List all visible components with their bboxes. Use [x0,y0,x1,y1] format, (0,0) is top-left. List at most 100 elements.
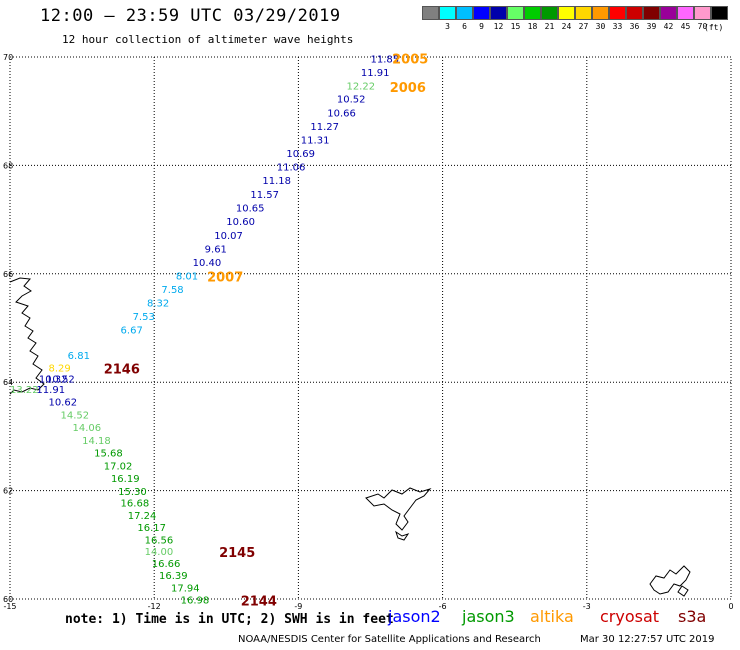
legend-tick-label: 12 [493,22,504,31]
swh-value: 11.57 [250,190,279,201]
swh-value: 11.31 [301,135,330,146]
legend-bin [422,6,439,31]
swh-value: 14.52 [60,411,89,422]
satellite-name: altika [530,607,574,626]
faroe-islands-coastline [365,487,432,531]
swh-value: 11.06 [277,162,306,173]
legend-swatch [456,6,473,20]
faroe-islet [395,530,410,541]
swh-value: 10.66 [327,108,356,119]
swh-value: 11.91 [361,68,390,79]
lat-tick-label: 68 [3,161,13,170]
credit-text: NOAA/NESDIS Center for Satellite Applica… [238,634,541,645]
legend-tick-label: 30 [595,22,606,31]
legend-bin: 30 [592,6,609,31]
swh-value: 13.22 [10,385,39,396]
legend-tick-label: 36 [629,22,640,31]
legend-bin: 21 [541,6,558,31]
swh-value: 16.68 [121,499,150,510]
swh-value: 16.17 [137,523,166,534]
legend-swatch [694,6,711,20]
swh-value: 16.56 [145,535,174,546]
legend-swatch [592,6,609,20]
swh-value: 9.61 [205,244,227,255]
legend-swatch [677,6,694,20]
swh-value: 16.39 [159,571,188,582]
swh-value: 16.98 [181,596,210,607]
swh-value: 11.91 [36,385,65,396]
lat-tick-label: 64 [3,378,13,387]
swh-value: 16.66 [152,559,181,570]
pass-number: 2146 [104,363,140,378]
legend-bin: 18 [524,6,541,31]
map-frame [9,56,732,600]
legend-tick-label: 18 [527,22,538,31]
wave-height-observations: 11.85 11.91 12.22 10.52 10.66 11.27 11.31 10.69… [10,55,399,607]
swh-value: 12.22 [346,82,375,93]
legend-tick-label: 15 [510,22,521,31]
legend-bin [711,6,728,31]
pass-number: 2005 [392,53,428,68]
legend-tick-label: 45 [680,22,691,31]
satellite-name: jason3 [462,607,515,626]
legend-tick-label: 3 [445,22,450,31]
swh-value: 10.32 [39,374,68,385]
legend-tick-label: 21 [544,22,555,31]
swh-value: 10.62 [48,398,77,409]
swh-value: 10.69 [286,149,315,160]
legend-swatch [439,6,456,20]
legend-tick-label: 70 [697,22,708,31]
swh-value: 10.60 [226,217,255,228]
legend-bin: 15 [507,6,524,31]
legend-bin: 42 [660,6,677,31]
legend-bin: 9 [473,6,490,31]
lon-tick-label: -12 [148,602,161,611]
pass-number: 2144 [241,595,277,610]
swh-value: 8.32 [147,299,169,310]
swh-value: 10.07 [214,231,243,242]
pass-labels: 2005 2006 2007 2146 2145 2144 [104,53,429,610]
swh-value: 8.29 [48,364,70,375]
legend-tick-label: 33 [612,22,623,31]
legend-swatch [490,6,507,20]
swh-value: 17.24 [128,511,157,522]
axis-labels: 70 68 66 64 62 60-15 -12 -9 -6 -3 0 [3,53,734,611]
legend-bin: 27 [575,6,592,31]
swh-value: 8.01 [176,271,198,282]
swh-value: 10.40 [193,258,222,269]
lat-tick-label: 62 [3,487,13,496]
legend-bin: 39 [643,6,660,31]
lon-tick-label: -9 [294,602,302,611]
swh-value: 17.94 [171,584,200,595]
swh-value: 10.52 [46,374,75,385]
footer-note: note: 1) Time is in UTC; 2) SWH is in fe… [65,612,394,627]
swh-value: 11.85 [371,55,400,66]
legend-tick-label: 27 [578,22,589,31]
legend-swatch [660,6,677,20]
legend-swatch [626,6,643,20]
swh-value: 15.30 [118,487,147,498]
swh-value: 7.58 [161,285,183,296]
legend-tick-label: 6 [462,22,467,31]
lon-tick-label: 0 [728,602,733,611]
coastlines [9,277,691,597]
legend-bin: 6 [456,6,473,31]
shetland-islet [677,585,689,597]
generated-timestamp: Mar 30 12:27:57 UTC 2019 [580,634,715,645]
satellite-name: s3a [678,607,707,626]
lon-tick-label: -6 [439,602,447,611]
legend-swatch [643,6,660,20]
swh-value: 16.19 [111,474,140,485]
pass-number: 2006 [390,81,426,96]
lat-lon-grid [9,56,732,600]
legend-swatch [711,6,728,20]
swh-value: 6.81 [68,351,90,362]
swh-value: 14.00 [145,547,174,558]
legend-tick-label: 39 [646,22,657,31]
lon-tick-label: -15 [3,602,16,611]
legend-swatch [473,6,490,20]
legend-bin: 70 [694,6,711,31]
legend-bin: 36 [626,6,643,31]
legend-swatch [422,6,439,20]
legend-bin: 3 [439,6,456,31]
